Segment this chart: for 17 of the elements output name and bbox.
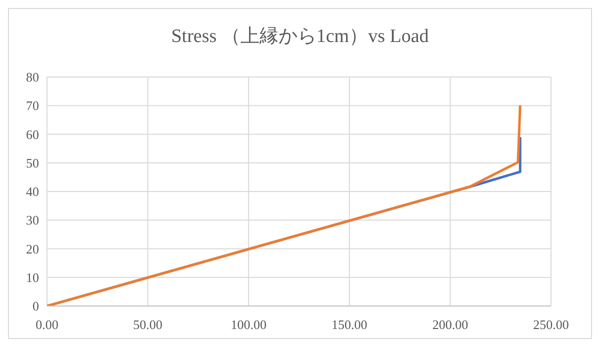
x-tick-label: 100.00 bbox=[230, 317, 266, 332]
y-tick-label: 60 bbox=[26, 126, 39, 142]
x-tick-label: 150.00 bbox=[332, 317, 368, 332]
y-tick-label: 10 bbox=[26, 270, 39, 285]
y-tick-label: 20 bbox=[26, 241, 39, 256]
y-tick-label: 70 bbox=[26, 98, 39, 114]
y-tick-label: 80 bbox=[26, 70, 39, 85]
y-tick-label: 30 bbox=[26, 212, 39, 228]
y-tick-label: 50 bbox=[26, 155, 39, 170]
chart-title: Stress （上縁から1cm）vs Load bbox=[170, 25, 430, 49]
x-tick-label: 0.00 bbox=[36, 317, 58, 332]
y-tick-label: 40 bbox=[26, 184, 39, 200]
line-series bbox=[47, 104, 522, 306]
y-tick-label: 0 bbox=[32, 298, 39, 314]
x-tick-label: 200.00 bbox=[432, 317, 468, 332]
x-tick-label: 250.00 bbox=[533, 317, 569, 332]
x-tick-label: 50.00 bbox=[133, 317, 162, 332]
